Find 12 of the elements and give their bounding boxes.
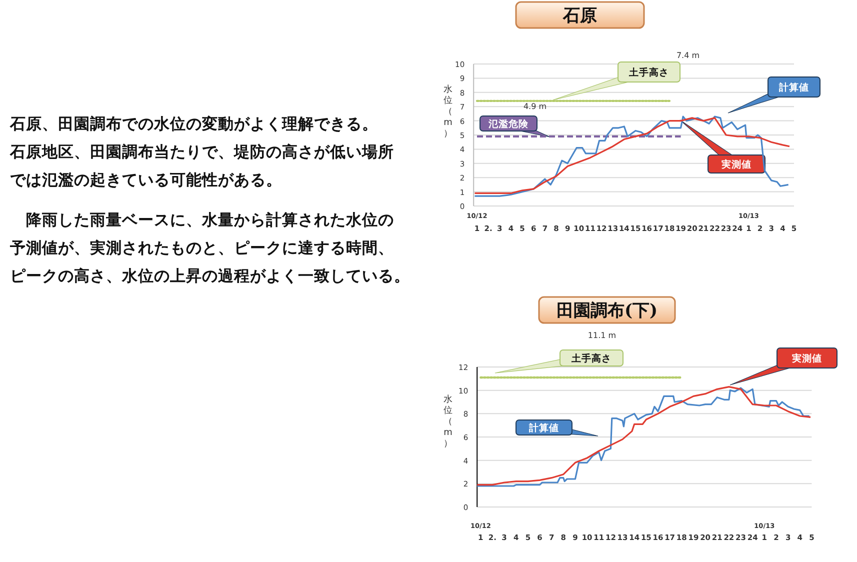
chart-title: 田園調布(下) <box>556 301 658 321</box>
y-axis-title: 水位（m） <box>444 394 452 449</box>
text: 降雨した雨量ベースに、水量から計算された水位の予測値が、実測されたものと、ピークに達する時間、ピークの高さ、水位の上昇の過程がよく一致している。 <box>10 210 411 287</box>
text: 7.4 m <box>676 51 700 60</box>
text: 石原地区、田園調布当たりで、堤防の高さが低い場所では氾濫の起きている可能性がある。 <box>10 142 395 191</box>
text: 11.1 m <box>588 331 616 340</box>
series-label: 土手高さ <box>570 352 612 364</box>
chart-title: 石原 <box>562 6 597 26</box>
annotation: 4.9 m <box>523 102 547 111</box>
series-label: 氾濫危険 <box>488 118 530 130</box>
text: 石原、田園調布での水位の変動がよく理解できる。 <box>10 114 379 135</box>
y-axis-title: 水位（m） <box>444 84 452 139</box>
